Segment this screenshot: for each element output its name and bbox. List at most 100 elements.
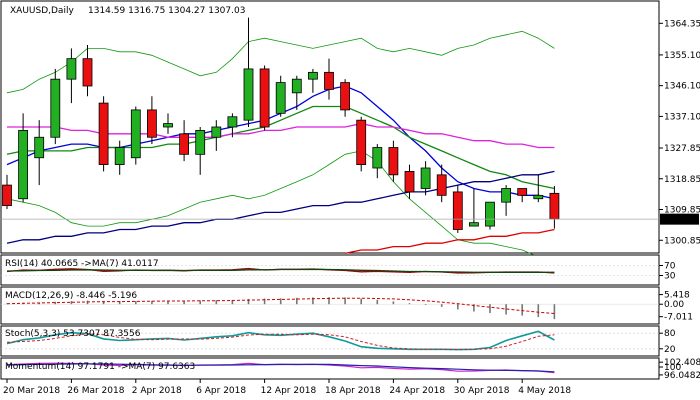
candle-bearish	[82, 58, 93, 87]
momentum-tick-label: 96.0482	[664, 371, 700, 381]
candle-bearish	[452, 191, 463, 230]
date-tick-label: 18 Apr 2018	[325, 386, 381, 396]
candle-bullish	[468, 222, 479, 227]
candle-bullish	[307, 71, 318, 80]
candle-bullish	[163, 123, 173, 128]
price-tick-label: 1346.10	[664, 82, 700, 92]
stoch-pane[interactable]: Stoch(5,3,3) 53.7307 87.3556	[0, 325, 660, 357]
candle-bearish	[404, 171, 415, 193]
stoch-pane-frame	[0, 325, 660, 357]
candle-bullish	[372, 147, 383, 169]
price-axis: 1364.35 1355.10 1346.10 1337.10 1327.85 1318.…	[659, 19, 700, 246]
candle-bearish	[340, 82, 351, 111]
overlay-line-ma_magenta	[7, 122, 555, 149]
macd-signal-line	[6, 297, 555, 314]
candle-bearish	[517, 188, 528, 196]
price-tick-label: 1327.85	[664, 144, 700, 154]
date-tick-label: 2 Apr 2018	[132, 386, 182, 396]
candlesticks[interactable]	[2, 17, 560, 233]
momentum-pane-frame	[0, 357, 660, 380]
candle-bearish	[436, 174, 447, 196]
chart-ohlc-readout: 1314.59 1316.75 1304.27 1307.03	[88, 6, 245, 16]
rsi-pane[interactable]: RSI(14) 40.0665 ->MA(7) 41.0117	[0, 254, 660, 286]
candle-bullish	[227, 116, 238, 128]
candle-bullish	[18, 130, 29, 200]
candle-bearish	[324, 71, 334, 90]
momentum-pane[interactable]: Momentum(14) 97.1791 ->MA(7) 97.6363	[0, 357, 660, 380]
momentum-lines	[6, 362, 555, 374]
candle-bullish	[114, 147, 125, 165]
candle-bearish	[2, 184, 12, 206]
date-tick-label: 24 Apr 2018	[389, 386, 445, 396]
candle-bearish	[98, 102, 109, 165]
price-tick-label: 1364.35	[664, 19, 700, 29]
candle-bullish	[533, 194, 544, 200]
candle-bullish	[50, 78, 61, 138]
rsi-tick-label: 70	[664, 262, 676, 272]
candle-bullish	[485, 201, 495, 227]
candle-bullish	[130, 109, 141, 159]
stoch-tick-label: 20	[664, 345, 676, 355]
candle-bearish	[259, 68, 270, 128]
overlay-line-bb	[6, 30, 555, 94]
candle-bullish	[211, 126, 222, 138]
date-tick-label: 6 Apr 2018	[196, 386, 246, 396]
price-tick-label: 1300.85	[664, 236, 700, 246]
stoch-label: Stoch(5,3,3) 53.7307 87.3556	[5, 329, 141, 339]
candle-bullish	[291, 78, 302, 94]
candle-bearish	[356, 119, 367, 165]
macd-pane[interactable]: MACD(12,26,9) -8.446 -5.196	[0, 286, 660, 325]
candle-bullish	[501, 188, 512, 203]
candle-bullish	[420, 167, 431, 189]
momentum-line-mom_ma	[6, 363, 555, 373]
price-tick-label: 1318.85	[664, 175, 700, 185]
date-tick-label: 12 Apr 2018	[261, 386, 317, 396]
date-tick-label: 4 May 2018	[518, 386, 571, 396]
momentum-tick-label: 100	[664, 363, 681, 373]
candle-bearish	[146, 109, 157, 138]
rsi-tick-label: 30	[664, 272, 676, 282]
candle-bullish	[275, 82, 286, 114]
macd-tick-label: 0.00	[664, 300, 684, 310]
macd-pane-frame	[0, 286, 660, 325]
momentum-label: Momentum(14) 97.1791 ->MA(7) 97.6363	[5, 362, 195, 372]
rsi-label: RSI(14) 40.0665 ->MA(7) 41.0117	[5, 259, 159, 269]
current-price-badge-text: 1307.03	[662, 215, 699, 225]
price-tick-label: 1309.85	[664, 206, 700, 216]
overlay-line-bb	[6, 150, 555, 265]
candle-bullish	[66, 58, 77, 80]
moving-average-overlays	[6, 30, 555, 265]
macd-tick-label: -7.011	[664, 313, 693, 323]
price-tick-label: 1355.10	[664, 51, 700, 61]
current-price-badge: 1307.03	[660, 213, 699, 225]
momentum-tick-label: 102.4087	[664, 358, 700, 368]
candle-bullish	[243, 68, 254, 121]
chart-symbol-label: XAUUSD,Daily	[10, 6, 74, 16]
date-tick-label: 26 Mar 2018	[67, 386, 124, 396]
candle-bearish	[549, 192, 560, 220]
candle-bullish	[34, 136, 45, 159]
rsi-lines	[1, 265, 659, 276]
stoch-line-stoch_signal	[6, 333, 555, 351]
date-axis: 20 Mar 2018 26 Mar 2018 2 Apr 2018 6 Apr 20…	[3, 379, 571, 396]
candle-bearish	[179, 133, 190, 155]
rsi-line-rsi_ma	[6, 268, 555, 273]
momentum-axis: 102.408710096.0482	[659, 358, 700, 381]
stoch-tick-label: 80	[664, 329, 676, 339]
date-tick-label: 20 Mar 2018	[3, 386, 60, 396]
overlay-line-ma_red	[344, 228, 555, 255]
main-price-pane[interactable]: XAUUSD,Daily 1314.59 1316.75 1304.27 130…	[0, 0, 660, 265]
stochastic-lines	[1, 330, 659, 351]
overlay-line-ma_navy	[6, 170, 555, 244]
stoch-line-stoch_main	[6, 330, 555, 351]
price-tick-label: 1337.10	[664, 112, 700, 122]
macd-label: MACD(12,26,9) -8.446 -5.196	[5, 291, 137, 301]
current-price-badge-box	[660, 213, 699, 225]
overlay-line-ma_green	[6, 105, 555, 190]
macd-tick-label: 5.418	[664, 291, 690, 301]
date-tick-label: 30 Apr 2018	[454, 386, 510, 396]
macd-histogram	[1, 297, 659, 320]
